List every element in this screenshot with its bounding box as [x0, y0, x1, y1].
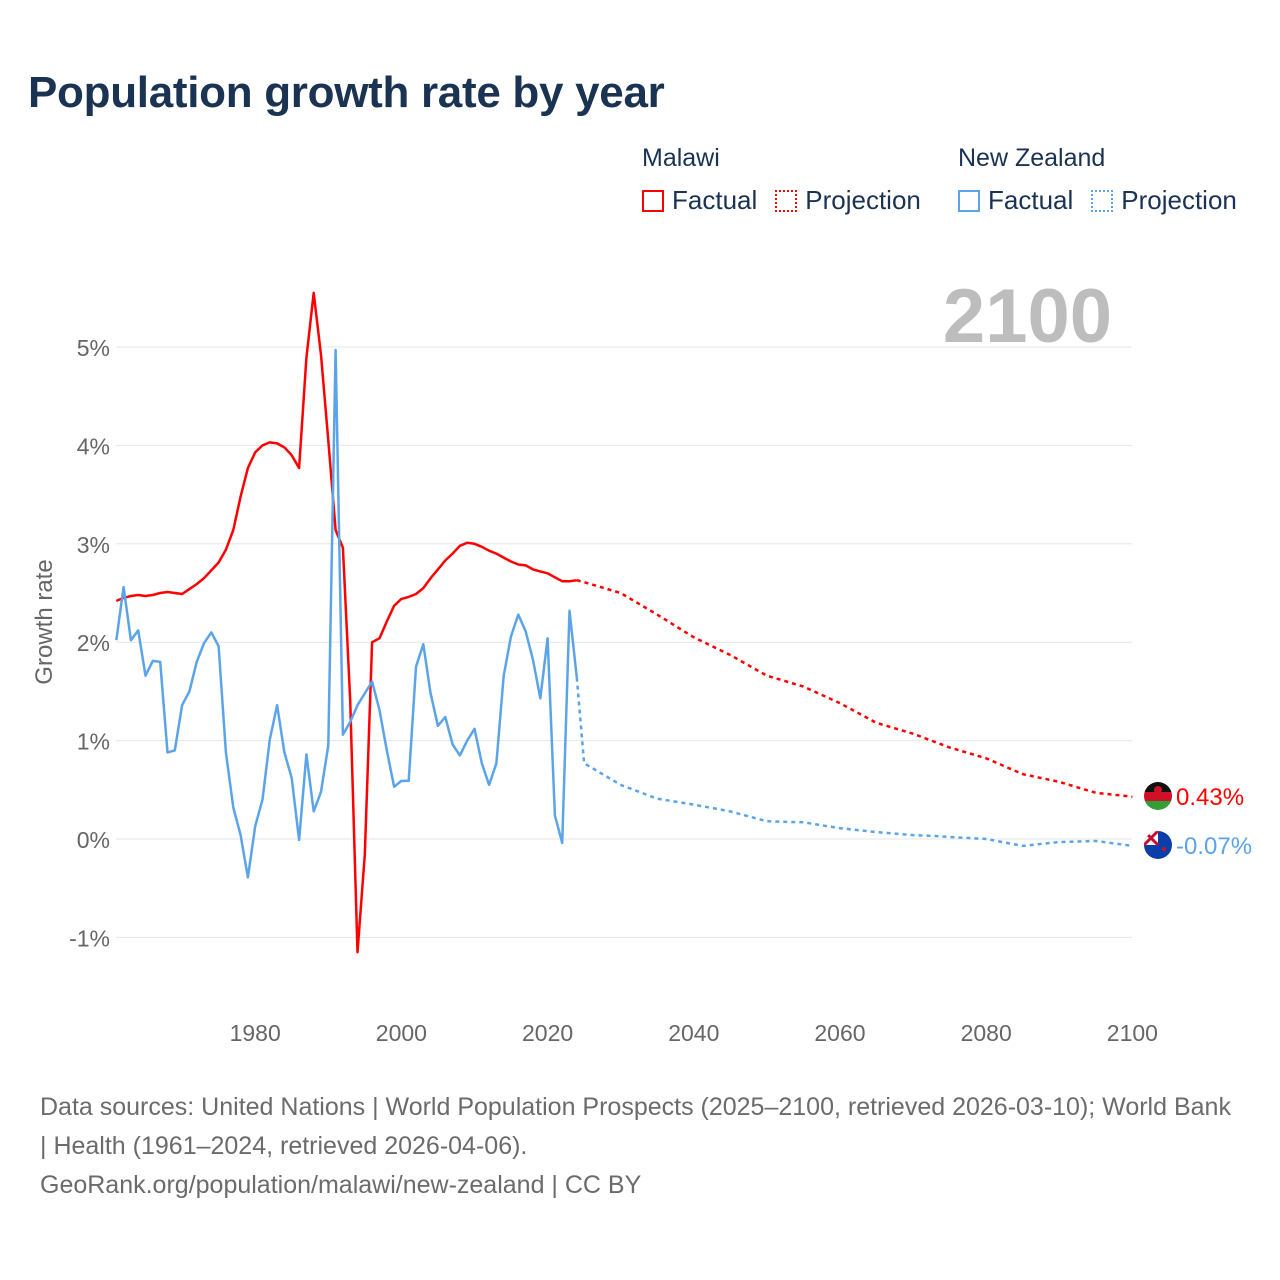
year-display: 2100: [943, 274, 1112, 359]
legend-group-label: Malawi: [642, 144, 720, 172]
x-tick-label: 2000: [376, 1020, 427, 1046]
x-tick-label: 2020: [522, 1020, 573, 1046]
series-line-new-zealand-projection: [575, 677, 1133, 848]
data-sources: Data sources: United Nations | World Pop…: [40, 1093, 1231, 1160]
y-tick-label: 4%: [77, 433, 110, 459]
legend-label: Projection: [1121, 185, 1237, 215]
footer: Data sources: United Nations | World Pop…: [40, 1088, 1240, 1205]
legend-malawi: Malawi Factual Projection: [642, 144, 939, 216]
legend-label: Factual: [672, 185, 758, 215]
legend-label: Factual: [988, 185, 1074, 215]
x-tick-label: 1980: [230, 1020, 281, 1046]
end-value-label: -0.07%: [1176, 833, 1252, 860]
legend-malawi-projection[interactable]: Projection: [775, 185, 921, 216]
y-tick-label: 3%: [77, 532, 110, 558]
series-line-new-zealand-factual: [115, 348, 579, 879]
legend-swatch-dotted: [775, 189, 798, 212]
series-line-malawi-projection: [576, 578, 1133, 798]
y-tick-label: 0%: [77, 827, 110, 853]
legend-group-label: New Zealand: [958, 144, 1106, 172]
legend-nz-factual[interactable]: Factual: [958, 185, 1073, 216]
legend-malawi-factual[interactable]: Factual: [642, 185, 757, 216]
legend-nz-projection[interactable]: Projection: [1091, 185, 1237, 216]
series-line-malawi-factual: [115, 291, 577, 954]
y-tick-label: 5%: [77, 335, 110, 361]
legend-new-zealand: New Zealand Factual Projection: [958, 144, 1255, 216]
end-value-label: 0.43%: [1176, 784, 1244, 811]
legend-swatch-dotted: [1091, 189, 1114, 212]
x-tick-label: 2040: [668, 1020, 719, 1046]
y-tick-label: -1%: [69, 925, 110, 951]
legend-swatch-solid: [958, 189, 980, 212]
malawi-flag-icon: [1144, 782, 1172, 810]
y-tick-label: 2%: [77, 630, 110, 656]
x-tick-label: 2100: [1107, 1020, 1158, 1046]
source-link[interactable]: GeoRank.org/population/malawi/new-zealan…: [40, 1171, 642, 1199]
x-tick-label: 2080: [961, 1020, 1012, 1046]
chart-title: Population growth rate by year: [28, 68, 665, 117]
legend-swatch-solid: [642, 189, 664, 212]
new-zealand-flag-icon: [1144, 831, 1172, 859]
x-tick-label: 2060: [814, 1020, 865, 1046]
y-tick-label: 1%: [77, 729, 110, 755]
legend-label: Projection: [805, 185, 921, 215]
y-axis-label: Growth rate: [31, 559, 58, 684]
